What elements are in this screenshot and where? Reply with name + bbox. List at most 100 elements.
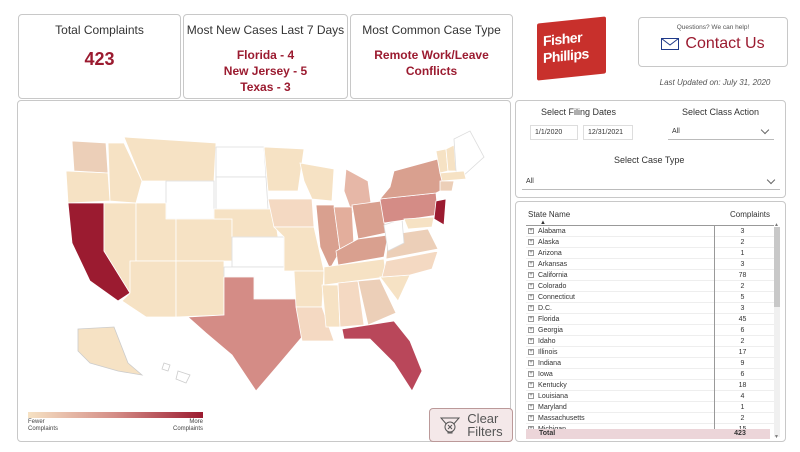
clear-filters-button[interactable]: Clear Filters	[429, 408, 513, 442]
state-new-mexico	[175, 260, 225, 318]
total-complaints-value: 423	[84, 49, 115, 69]
state-maine	[453, 130, 485, 178]
table-row[interactable]: + Idaho 2	[526, 336, 774, 347]
expand-icon[interactable]: +	[528, 316, 534, 322]
expand-icon[interactable]: +	[528, 261, 534, 267]
legend-low-label: Fewer Complaints	[28, 419, 59, 432]
table-row[interactable]: + Georgia 6	[526, 325, 774, 336]
expand-icon[interactable]: +	[528, 426, 534, 430]
state-oregon	[65, 170, 111, 204]
state-hawaii-2	[175, 370, 191, 384]
state-alaska	[77, 326, 144, 376]
contact-us-button[interactable]: Questions? We can help! Contact Us	[638, 17, 788, 67]
state-north-dakota	[215, 146, 267, 178]
us-choropleth-map[interactable]	[18, 101, 512, 443]
filing-dates-label: Select Filing Dates	[541, 107, 617, 117]
expand-icon[interactable]: +	[528, 393, 534, 399]
state-georgia	[357, 278, 397, 326]
table-row[interactable]: + Indiana 9	[526, 358, 774, 369]
scroll-down-icon[interactable]: ▼	[774, 434, 779, 440]
expand-icon[interactable]: +	[528, 338, 534, 344]
legend-high-label: More Complaints	[172, 419, 203, 432]
expand-icon[interactable]: +	[528, 327, 534, 333]
expand-icon[interactable]: +	[528, 360, 534, 366]
table-total-row: Total 423	[526, 429, 770, 439]
expand-icon[interactable]: +	[528, 404, 534, 410]
table-row[interactable]: + Illinois 17	[526, 347, 774, 358]
chevron-down-icon	[760, 125, 770, 135]
table-row[interactable]: + Arkansas 3	[526, 259, 774, 270]
common-case-title: Most Common Case Type	[362, 23, 501, 37]
state-idaho	[107, 142, 143, 204]
clear-filters-label: Clear Filters	[467, 411, 503, 439]
expand-icon[interactable]: +	[528, 349, 534, 355]
expand-icon[interactable]: +	[528, 371, 534, 377]
state-iowa	[267, 198, 315, 228]
table-body: + Alabama 3 + Alaska 2 + Arizona 1 + Arkansas 3 …	[526, 225, 774, 430]
total-label: Total	[539, 430, 556, 437]
table-row[interactable]: + Florida 45	[526, 314, 774, 325]
start-date-input[interactable]: 1/1/2020	[530, 125, 578, 140]
column-header-state[interactable]: State Name	[528, 210, 571, 219]
expand-icon[interactable]: +	[528, 250, 534, 256]
column-header-complaints[interactable]: Complaints	[729, 210, 770, 219]
case-type-select[interactable]: All	[522, 175, 780, 190]
state-washington	[71, 140, 109, 174]
new-cases-item: Florida - 4	[236, 48, 295, 62]
map-legend-gradient	[28, 412, 203, 418]
table-row[interactable]: + Louisiana 4	[526, 391, 774, 402]
class-action-value: All	[672, 128, 680, 135]
end-date-input[interactable]: 12/31/2021	[583, 125, 633, 140]
fisher-phillips-logo[interactable]: Fisher Phillips	[537, 16, 606, 81]
table-row[interactable]: + California 78	[526, 270, 774, 281]
table-row[interactable]: + Massachusetts 2	[526, 413, 774, 424]
common-case-value: Remote Work/Leave Conflicts	[374, 48, 489, 78]
new-cases-item: Texas - 3	[240, 80, 291, 94]
class-action-label: Select Class Action	[682, 107, 760, 117]
expand-icon[interactable]: +	[528, 272, 534, 278]
table-scrollbar[interactable]	[774, 227, 780, 437]
table-row[interactable]: + Maryland 1	[526, 402, 774, 413]
scrollbar-thumb[interactable]	[774, 227, 780, 307]
total-value: 423	[734, 430, 746, 437]
state-texas	[187, 276, 303, 392]
table-row[interactable]: + D.C. 3	[526, 303, 774, 314]
state-north-carolina	[381, 250, 439, 278]
expand-icon[interactable]: +	[528, 239, 534, 245]
table-row[interactable]: + Arizona 1	[526, 248, 774, 259]
state-kansas	[231, 236, 285, 268]
contact-help-text: Questions? We can help!	[676, 24, 750, 31]
table-row[interactable]: + Iowa 6	[526, 369, 774, 380]
state-south-dakota	[215, 176, 269, 210]
table-row[interactable]: + Connecticut 5	[526, 292, 774, 303]
last-updated-text: Last Updated on: July 31, 2020	[659, 78, 771, 87]
state-connecticut	[439, 180, 455, 192]
state-hawaii	[161, 362, 171, 372]
us-map-card: Fewer Complaints More Complaints	[17, 100, 511, 442]
state-illinois	[315, 204, 341, 270]
table-row[interactable]: + Alaska 2	[526, 237, 774, 248]
expand-icon[interactable]: +	[528, 294, 534, 300]
table-row[interactable]: + Colorado 2	[526, 281, 774, 292]
expand-icon[interactable]: +	[528, 382, 534, 388]
expand-icon[interactable]: +	[528, 415, 534, 421]
state-wyoming	[165, 180, 215, 220]
sort-asc-icon: ▲	[540, 220, 546, 226]
scroll-up-icon[interactable]: ▲	[774, 222, 779, 228]
state-kentucky	[335, 234, 389, 266]
table-row[interactable]: + Michigan 15	[526, 424, 774, 430]
table-row[interactable]: + Alabama 3	[526, 226, 774, 237]
new-cases-title: Most New Cases Last 7 Days	[186, 23, 345, 37]
state-wisconsin	[299, 162, 335, 202]
total-complaints-title: Total Complaints	[55, 23, 144, 37]
table-row[interactable]: + Kentucky 18	[526, 380, 774, 391]
expand-icon[interactable]: +	[528, 305, 534, 311]
expand-icon[interactable]: +	[528, 228, 534, 234]
new-cases-list: Florida - 4 New Jersey - 5 Texas - 3	[184, 47, 347, 95]
contact-us-label: Contact Us	[685, 35, 765, 52]
complaints-table-card: State Name ▲ Complaints + Alabama 3 + Alask…	[515, 201, 786, 442]
state-arizona	[121, 260, 177, 318]
state-new-jersey	[433, 198, 447, 226]
expand-icon[interactable]: +	[528, 283, 534, 289]
class-action-select[interactable]: All	[668, 125, 774, 140]
